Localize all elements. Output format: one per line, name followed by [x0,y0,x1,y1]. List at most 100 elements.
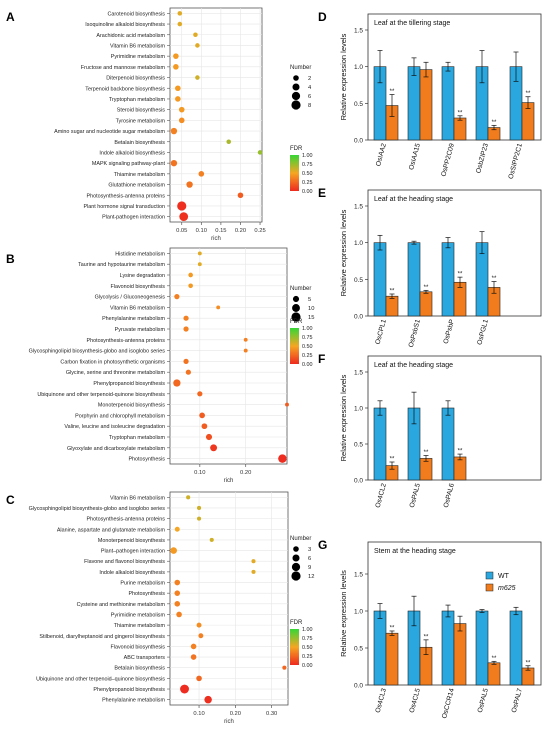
bubble-point [174,579,181,586]
pathway-label: Flavone and flavonol biosynthesis [84,559,165,565]
pathway-label: Plant hormone signal transduction [83,204,165,210]
pathway-label: Fructose and mannose metabolism [81,65,166,71]
legend-fdr-title: FDR [290,146,303,152]
bar-wt [373,407,387,481]
x-tick-label: 0.20 [235,228,246,234]
legend-label: WT [498,573,510,580]
legend-size-dot [292,554,300,562]
legend-size-title: Number [290,286,311,292]
pathway-label: Ubiquinone and other terpenoid–quinone b… [36,676,165,682]
legend-size-dot [291,562,301,572]
bar-mutant [487,662,501,686]
category-label: OsSIPP2C1 [508,143,524,180]
pathway-label: Tryptophan metabolism [109,97,166,103]
significance-mark: ** [458,449,463,455]
x-tick-label: 0.05 [176,228,187,234]
bar-wt [407,66,421,141]
fdr-tick-label: 0.00 [302,362,313,368]
y-tick-label: 1.0 [354,406,363,413]
pathway-label: Photosynthesis [128,457,165,463]
bubble-point [251,559,256,564]
bar-wt [373,242,387,317]
fdr-tick-label: 0.75 [302,636,313,642]
panel-letter: B [6,252,15,266]
bar-mutant [453,623,467,686]
legend-size-dot [292,304,300,312]
legend-swatch [485,571,494,580]
bar-mutant [419,69,433,141]
fdr-tick-label: 0.25 [302,180,313,186]
pathway-label: Lysine degradation [120,273,165,279]
bubble-point [198,633,204,639]
bubble-point [210,444,218,452]
bar-mutant [419,291,433,317]
y-axis-label: Relative expression levels [339,209,348,296]
legend-size-dot [291,100,301,110]
y-axis-label: Relative expression levels [339,33,348,120]
x-tick-label: 0.10 [196,228,207,234]
legend-size-title: Number [290,536,311,542]
bubble-point [188,272,193,278]
panel-letter: D [318,10,327,24]
pathway-label: Glycine, serine and threonine metabolism [66,370,166,376]
bubble-point [178,117,185,124]
pathway-label: Indole alkaloid biosynthesis [99,150,165,156]
bubble-point [174,526,180,532]
bar-wt [441,407,455,481]
category-label: OsPAL7 [511,687,524,713]
x-tick-label: 0.25 [254,228,265,234]
fdr-tick-label: 1.00 [302,326,313,332]
bubble-point [174,590,181,596]
pathway-label: Terpenoid backbone biosynthesis [85,86,165,92]
fdr-tick-label: 0.00 [302,189,313,195]
bar-mutant [385,295,399,317]
pathway-label: Phenylpropanoid biosynthesis [93,381,165,387]
fdr-tick-label: 0.50 [302,171,313,177]
y-tick-label: 1.0 [354,609,363,616]
legend-size-label: 10 [308,306,314,312]
y-axis-label: Relative expression levels [339,570,348,657]
bubble-point [174,293,180,300]
bar-wt [441,242,455,317]
bar-mutant [453,117,467,141]
pathway-label: Phenylpropanoid biosynthesis [93,687,165,693]
bubble-point [201,423,208,430]
pathway-label: Diterpenoid biosynthesis [106,76,165,82]
significance-mark: ** [424,285,429,291]
category-label: Os4CL3 [375,687,388,713]
category-label: OsPAL6 [443,482,456,508]
pathway-label: Steroid biosynthesis [117,108,166,114]
pathway-label: Betalain biosynthesis [114,140,165,146]
pathway-label: Amino sugar and nucleotide sugar metabol… [54,129,165,135]
legend-label: m625 [498,585,516,592]
pathway-label: Isoquinoline alkaloid biosynthesis [85,22,165,28]
bubble-point [174,601,181,607]
significance-mark: ** [390,457,395,463]
fdr-tick-label: 1.00 [302,153,313,159]
bubble-point [198,171,205,177]
pathway-label: Phenylalanine metabolism [102,316,165,322]
pathway-label: Photosynthesis-antenna proteins [86,193,165,199]
category-label: OsIAA15 [408,142,422,170]
pathway-label: Pyrimidine metabolism [111,54,166,60]
chart-title: Leaf at the heading stage [374,196,453,203]
significance-mark: ** [390,625,395,631]
pathway-label: Glycosphingolipid biosynthesis-globo and… [29,349,166,355]
x-tick-label: 0.30 [266,711,277,717]
y-tick-label: 1.5 [354,204,363,211]
legend-size-label: 3 [308,547,311,553]
legend-size-dot [292,295,300,303]
pathway-label: Indole alkaloid biosynthesis [99,570,165,576]
bubble-point [180,684,189,694]
category-label: Os4CL2 [375,482,388,508]
pathway-label: Glutathione metabolism [108,183,165,189]
bar-panel-f: F Leaf at the heading stage 0.0 0.5 1.0 1.5 Re… [318,352,542,509]
bubble-point [197,516,202,521]
bubble-point [170,127,178,135]
pathway-label: Taurine and hypotaurine metabolism [78,262,165,268]
pathway-label: Ubiquinone and other terpenoid-quinone b… [37,392,165,398]
pathway-label: Cysteine and methionine metabolism [77,602,166,608]
bubble-point [209,537,214,542]
pathway-label: Tryptophan metabolism [109,435,166,441]
